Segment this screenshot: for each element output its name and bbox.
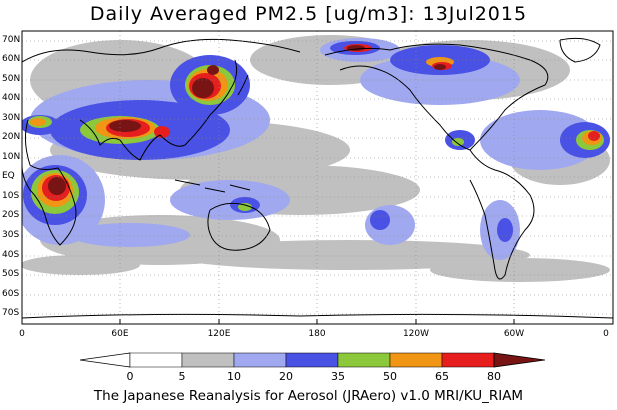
lat-label-50s: 50S <box>2 269 20 279</box>
lat-label-70s: 70S <box>2 308 20 318</box>
colorbar-label-0: 0 <box>126 370 134 383</box>
colorbar-swatch-20-35 <box>285 352 339 368</box>
lat-label-10n: 10N <box>2 152 21 162</box>
lon-label-60e: 60E <box>111 329 129 339</box>
graticule <box>22 31 613 324</box>
lat-label-60n: 60N <box>2 54 21 64</box>
lat-label-10s: 10S <box>2 191 20 201</box>
colorbar-max-arrow <box>493 352 546 368</box>
lon-label-0-right: 0 <box>603 329 609 339</box>
lon-label-0-left: 0 <box>19 329 25 339</box>
credit-line: The Japanese Reanalysis for Aerosol (JRA… <box>93 388 524 404</box>
colorbar-swatch-35-50 <box>337 352 391 368</box>
colorbar-label-50: 50 <box>383 370 397 383</box>
map-title: Daily Averaged PM2.5 [ug/m3]: 13Jul2015 <box>89 3 528 25</box>
lat-label-30s: 30S <box>2 230 20 240</box>
colorbar-min-arrow <box>79 352 131 368</box>
lat-label-70n: 70N <box>2 35 21 45</box>
colorbar-swatch-65-80 <box>441 352 495 368</box>
lon-label-120w: 120W <box>402 329 430 339</box>
colorbar-label-20: 20 <box>279 370 293 383</box>
lon-label-180: 180 <box>308 329 326 339</box>
colorbar-label-65: 65 <box>435 370 449 383</box>
lat-label-eq: EQ <box>2 171 15 181</box>
lat-label-60s: 60S <box>2 289 20 299</box>
lat-label-40n: 40N <box>2 93 21 103</box>
lat-label-20n: 20N <box>2 132 21 142</box>
colorbar-swatch-50-65 <box>389 352 443 368</box>
colorbar-label-5: 5 <box>178 370 186 383</box>
colorbar-swatch-0-5 <box>129 352 183 368</box>
colorbar-label-10: 10 <box>227 370 241 383</box>
pm25-field <box>22 31 613 324</box>
lat-label-50n: 50N <box>2 74 21 84</box>
colorbar-swatch-5-10 <box>181 352 235 368</box>
colorbar-swatch-10-20 <box>233 352 287 368</box>
lat-label-30n: 30N <box>2 113 21 123</box>
lon-label-60w: 60W <box>503 329 525 339</box>
colorbar-label-80: 80 <box>487 370 501 383</box>
colorbar <box>79 352 546 368</box>
lon-label-120e: 120E <box>207 329 231 339</box>
lat-label-20s: 20S <box>2 210 20 220</box>
colorbar-label-35: 35 <box>331 370 345 383</box>
lat-label-40s: 40S <box>2 250 20 260</box>
